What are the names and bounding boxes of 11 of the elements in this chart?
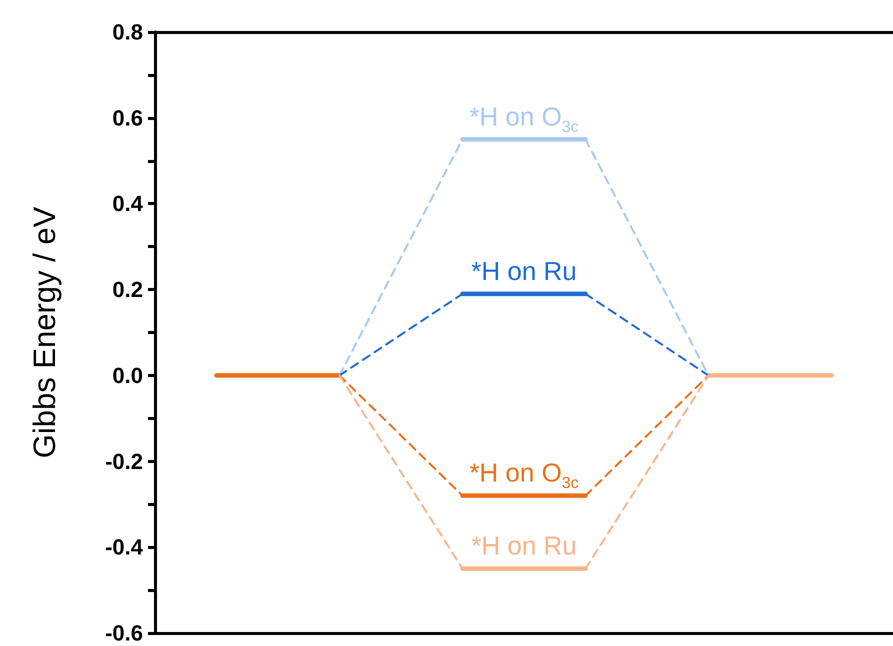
y-tick-label: -0.2	[105, 448, 143, 474]
y-tick-label: 0.4	[112, 191, 144, 216]
y-tick-label: 0.6	[112, 105, 143, 130]
series-label: *H on Ru	[471, 530, 577, 561]
y-tick-label: -0.4	[105, 534, 144, 560]
y-tick-label: 0.2	[112, 277, 143, 302]
y-tick-label: 0.8	[112, 20, 143, 44]
y-axis-title: Gibbs Energy / eV	[27, 206, 62, 458]
series-label: *H on Ru	[471, 256, 577, 286]
y-tick-label: -0.6	[105, 620, 143, 646]
y-tick-label: 0.0	[112, 362, 143, 388]
